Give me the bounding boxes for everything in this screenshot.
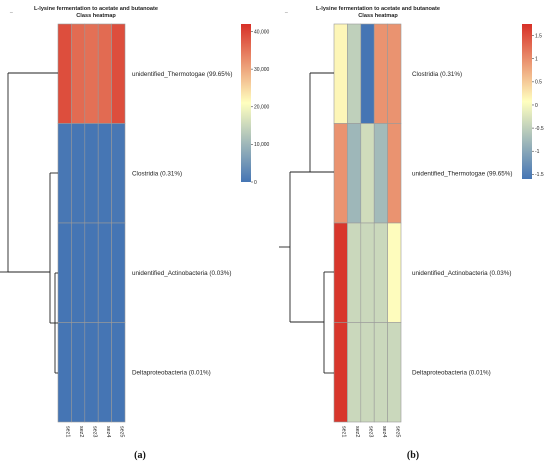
chart-subtitle-a: Class heatmap bbox=[76, 13, 116, 19]
heatmap-cell bbox=[347, 23, 362, 124]
row-label: unidentified_Actinobacteria (0.03%) bbox=[132, 270, 231, 277]
heatmap-cell bbox=[360, 322, 375, 423]
heatmap-cell bbox=[57, 23, 72, 124]
column-label: sez1 bbox=[341, 426, 347, 437]
heatmap-cell bbox=[333, 23, 348, 124]
row-label: Clostridia (0.31%) bbox=[132, 170, 182, 177]
panel-label-b: (b) bbox=[407, 450, 419, 461]
row-label: unidentified_Thermotogae (99.65%) bbox=[412, 170, 512, 177]
column-label: sez2 bbox=[354, 426, 360, 437]
colorbar-ticks-a: 0 10,000 20,000 30,000 40,000 bbox=[251, 29, 270, 186]
heatmap-cell bbox=[360, 23, 375, 124]
heatmap-cell bbox=[71, 322, 86, 423]
heatmap-cell bbox=[387, 222, 402, 323]
heatmap-cell bbox=[333, 222, 348, 323]
row-labels-b: Clostridia (0.31%) unidentified_Thermotog… bbox=[412, 71, 512, 377]
heatmap-cell bbox=[97, 222, 112, 323]
colorbar-tick-label: -1 bbox=[535, 149, 540, 155]
colorbar-tick-label: 40,000 bbox=[254, 29, 270, 35]
column-labels-b: sez1 sez2 sez3 sez4 sez5 bbox=[341, 426, 401, 437]
colorbar-tick-label: 1.5 bbox=[535, 33, 542, 39]
row-label: Deltaproteobacteria (0.01%) bbox=[132, 369, 211, 376]
heatmap-panel-a: _ L-lysine fermentation to acetate and b… bbox=[0, 6, 270, 461]
colorbar-tick-label: 0 bbox=[535, 103, 538, 109]
column-label: sez5 bbox=[394, 426, 400, 437]
heatmap-cell bbox=[57, 123, 72, 224]
heatmap-cell bbox=[84, 222, 99, 323]
heatmap-cell bbox=[71, 123, 86, 224]
colorbar-tick-label: -0.5 bbox=[535, 126, 544, 132]
heatmap-cell bbox=[373, 222, 388, 323]
heatmap-cell bbox=[360, 222, 375, 323]
colorbar-tick-label: 10,000 bbox=[254, 142, 270, 148]
chart-subtitle-b: Class heatmap bbox=[358, 13, 398, 19]
corner-mark-b: _ bbox=[284, 8, 288, 14]
column-labels-a: sez1 sez2 sez3 sez4 sez5 bbox=[65, 426, 125, 437]
heatmap-cell bbox=[387, 123, 402, 224]
heatmap-cells-b bbox=[333, 23, 402, 423]
heatmap-cell bbox=[57, 222, 72, 323]
chart-title-b: L-lysine fermentation to acetate and but… bbox=[316, 6, 440, 12]
heatmap-cell bbox=[111, 222, 126, 323]
colorbar-tick-label: 0.5 bbox=[535, 80, 542, 86]
corner-mark-a: _ bbox=[9, 8, 13, 14]
colorbar-ticks-b: -1.5 -1 -0.5 0 0.5 1 1.5 bbox=[532, 33, 544, 178]
column-label: sez3 bbox=[368, 426, 374, 437]
heatmap-cell bbox=[97, 23, 112, 124]
column-label: sez3 bbox=[92, 426, 98, 437]
heatmap-cell bbox=[333, 322, 348, 423]
panel-label-a: (a) bbox=[134, 450, 146, 461]
colorbar-tick-label: 1 bbox=[535, 57, 538, 63]
heatmap-cell bbox=[333, 123, 348, 224]
heatmap-cell bbox=[97, 322, 112, 423]
heatmap-cell bbox=[71, 23, 86, 124]
heatmap-cell bbox=[373, 123, 388, 224]
heatmap-cell bbox=[111, 123, 126, 224]
heatmap-cell bbox=[373, 322, 388, 423]
column-label: sez4 bbox=[381, 426, 387, 437]
column-label: sez5 bbox=[118, 426, 124, 437]
heatmap-cell bbox=[71, 222, 86, 323]
heatmap-cell bbox=[84, 123, 99, 224]
chart-title-a: L-lysine fermentation to acetate and but… bbox=[34, 6, 158, 12]
row-label: Clostridia (0.31%) bbox=[412, 71, 462, 78]
row-label: Deltaproteobacteria (0.01%) bbox=[412, 369, 491, 376]
heatmap-cell bbox=[111, 23, 126, 124]
row-labels-a: unidentified_Thermotogae (99.65%) Clostri… bbox=[132, 71, 232, 377]
colorbar-tick-label: 0 bbox=[254, 180, 257, 186]
row-dendrogram-a bbox=[0, 72, 58, 374]
column-label: sez1 bbox=[65, 426, 71, 437]
heatmap-cell bbox=[347, 222, 362, 323]
heatmap-cell bbox=[57, 322, 72, 423]
heatmap-cell bbox=[84, 322, 99, 423]
heatmap-cell bbox=[84, 23, 99, 124]
row-label: unidentified_Thermotogae (99.65%) bbox=[132, 71, 232, 78]
column-label: sez4 bbox=[105, 426, 111, 437]
heatmap-panel-b: _ L-lysine fermentation to acetate and b… bbox=[279, 6, 544, 461]
heatmap-cell bbox=[347, 123, 362, 224]
colorbar-tick-label: 20,000 bbox=[254, 105, 270, 111]
colorbar-a bbox=[241, 24, 251, 182]
heatmap-cells-a bbox=[57, 23, 126, 423]
row-label: unidentified_Actinobacteria (0.03%) bbox=[412, 270, 511, 277]
colorbar-tick-label: -1.5 bbox=[535, 172, 544, 178]
heatmap-cell bbox=[387, 322, 402, 423]
heatmap-cell bbox=[111, 322, 126, 423]
heatmap-cell bbox=[387, 23, 402, 124]
heatmap-cell bbox=[373, 23, 388, 124]
row-dendrogram-b bbox=[279, 72, 334, 374]
column-label: sez2 bbox=[78, 426, 84, 437]
heatmap-cell bbox=[97, 123, 112, 224]
heatmap-cell bbox=[347, 322, 362, 423]
colorbar-b bbox=[522, 24, 532, 179]
colorbar-tick-label: 30,000 bbox=[254, 67, 270, 73]
heatmap-cell bbox=[360, 123, 375, 224]
